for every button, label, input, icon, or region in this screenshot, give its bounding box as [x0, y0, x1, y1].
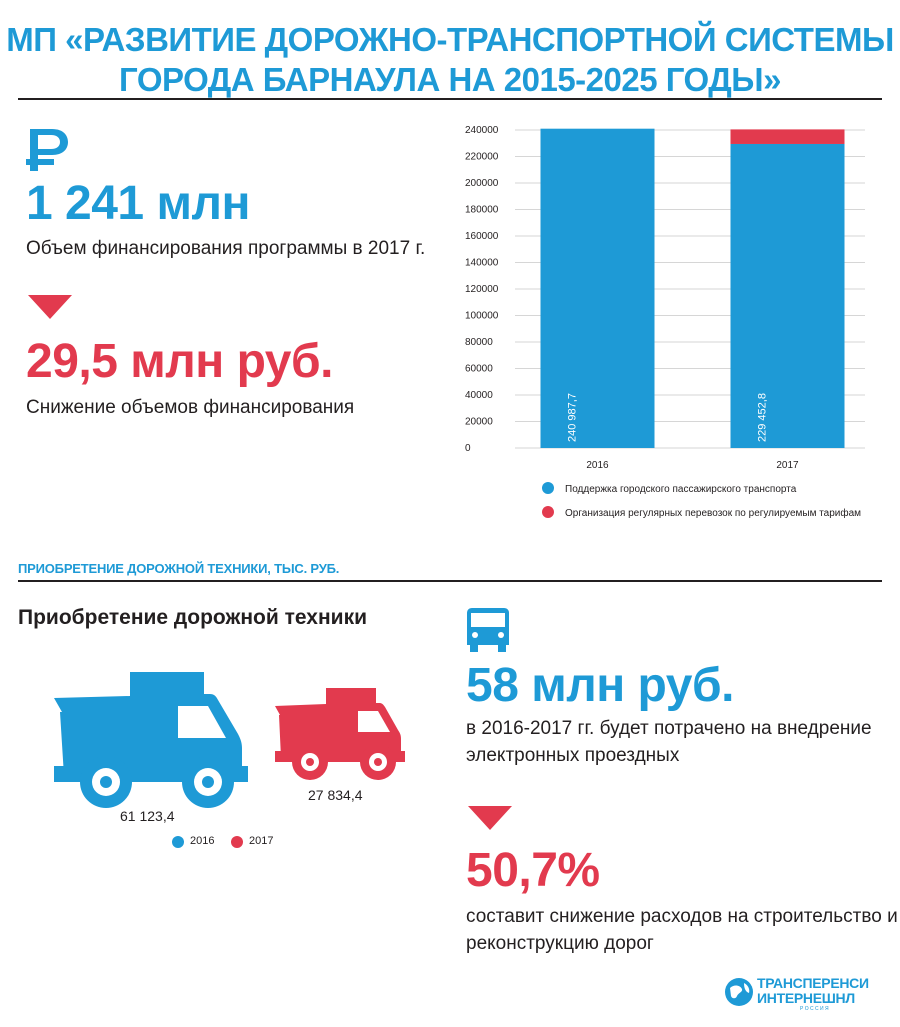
section-divider: [18, 580, 882, 582]
truck-value-2016: 61 123,4: [120, 808, 175, 824]
y-tick-label: 200000: [465, 178, 499, 189]
tickets-description-line1: в 2016-2017 гг. будет потрачено на внедр…: [466, 718, 872, 739]
truck-value-2017: 27 834,4: [308, 787, 363, 803]
bar-2017-series-1: [730, 129, 845, 144]
bus-icon: [467, 608, 509, 652]
section-heading: Приобретение дорожной техники: [18, 606, 367, 629]
ruble-icon: [26, 129, 68, 171]
legend-marker: [542, 482, 554, 494]
y-tick-label: 40000: [465, 390, 493, 401]
legend-label-2017: 2017: [249, 835, 274, 847]
roads-amount: 50,7%: [466, 844, 600, 897]
logo-line2: ИНТЕРНЕШНЛ: [757, 990, 855, 1006]
x-tick-label: 2016: [586, 460, 609, 471]
page-title-line2: ГОРОДА БАРНАУЛА НА 2015-2025 ГОДЫ»: [119, 61, 781, 98]
logo-line3: Р О С С И Я: [800, 1006, 829, 1012]
tickets-amount: 58 млн руб.: [466, 659, 734, 712]
section-caption: ПРИОБРЕТЕНИЕ ДОРОЖНОЙ ТЕХНИКИ, ТЫС. РУБ.: [18, 561, 340, 576]
truck-icon-2016: [54, 672, 248, 808]
triangle-down-icon: [468, 806, 512, 830]
y-tick-label: 240000: [465, 125, 499, 136]
legend-dot-2016: [172, 836, 184, 848]
legend-label: Поддержка городского пассажирского транс…: [565, 484, 797, 495]
bar-value-label: 240 987,7: [567, 393, 579, 442]
legend-marker: [542, 506, 554, 518]
y-tick-label: 0: [465, 443, 471, 454]
legend-label: Организация регулярных перевозок по регу…: [565, 507, 861, 519]
y-tick-label: 180000: [465, 205, 499, 216]
page-title: МП «РАЗВИТИЕ ДОРОЖНО-ТРАНСПОРТНОЙ СИСТЕМ…: [0, 20, 900, 100]
triangle-down-icon: [28, 295, 72, 319]
logo-line1: ТРАНСПЕРЕНСИ: [757, 975, 869, 991]
y-tick-label: 20000: [465, 417, 493, 428]
truck-icon-2017: [275, 688, 405, 780]
roads-description-line1: составит снижение расходов на строительс…: [466, 906, 898, 927]
tickets-description-line2: электронных проездных: [466, 745, 680, 766]
funding-chart: 240 987,7 229 452,8 0 20000 40000 60000 80000…: [465, 125, 865, 519]
y-tick-label: 100000: [465, 311, 499, 322]
roads-description-line2: реконструкцию дорог: [466, 933, 654, 954]
y-tick-label: 220000: [465, 152, 499, 163]
y-tick-label: 120000: [465, 284, 499, 295]
x-tick-label: 2017: [776, 460, 799, 471]
bar-2017-series-0: [730, 143, 845, 448]
logo-globe-icon: [725, 978, 753, 1006]
funding-description: Объем финансирования программы в 2017 г.: [26, 238, 426, 259]
legend-label-2016: 2016: [190, 835, 215, 847]
legend-dot-2017: [231, 836, 243, 848]
y-tick-label: 140000: [465, 258, 499, 269]
page-title-line1: МП «РАЗВИТИЕ ДОРОЖНО-ТРАНСПОРТНОЙ СИСТЕМ…: [6, 21, 894, 58]
bar-value-label: 229 452,8: [757, 393, 769, 442]
reduction-description: Снижение объемов финансирования: [26, 397, 355, 418]
y-tick-label: 60000: [465, 364, 493, 375]
reduction-amount: 29,5 млн руб.: [26, 335, 333, 388]
funding-amount: 1 241 млн: [26, 177, 250, 230]
y-tick-label: 160000: [465, 231, 499, 242]
y-tick-label: 80000: [465, 337, 493, 348]
top-divider: [18, 98, 882, 100]
bar-2016-series-0: [540, 128, 655, 449]
